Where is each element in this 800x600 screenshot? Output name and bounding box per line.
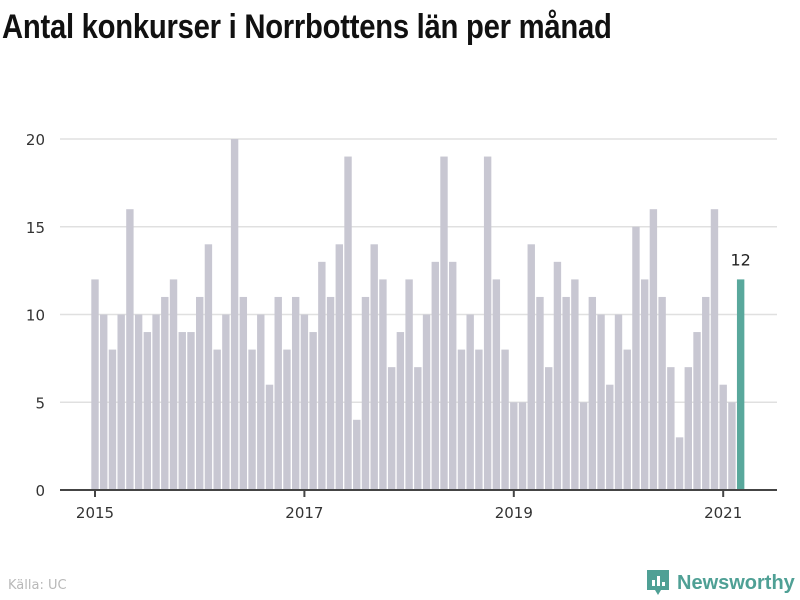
bar: [126, 209, 134, 490]
bar: [161, 296, 169, 490]
bar: [684, 367, 692, 490]
brand-name: Newsworthy: [677, 571, 795, 594]
bar: [588, 296, 597, 490]
bar: [719, 384, 727, 490]
bar: [248, 349, 256, 490]
bar: [571, 279, 579, 490]
bar: [361, 296, 370, 490]
bar: [108, 349, 117, 490]
newsworthy-logo-icon: [647, 570, 669, 595]
bar: [614, 314, 623, 490]
y-tick-label: 20: [26, 131, 45, 149]
bar: [545, 367, 553, 490]
bar: [230, 139, 239, 490]
bar: [100, 314, 108, 490]
bar: [257, 314, 265, 490]
bar: [562, 296, 570, 490]
bar: [204, 244, 213, 490]
bar: [597, 314, 605, 490]
bar: [196, 296, 204, 490]
bar: [344, 156, 352, 491]
bar: [187, 332, 195, 490]
bar: [536, 296, 544, 490]
source-label: Källa: UC: [8, 578, 67, 593]
bar: [440, 156, 448, 491]
bar: [728, 402, 736, 490]
bar: [510, 402, 518, 490]
y-tick-label: 15: [26, 219, 45, 237]
x-tick-label: 2017: [285, 504, 323, 522]
bar: [117, 314, 125, 490]
bar: [501, 349, 509, 490]
bar: [379, 279, 387, 490]
bar: [431, 261, 439, 490]
x-tick-label: 2019: [495, 504, 533, 522]
bar: [300, 314, 309, 490]
bar: [553, 261, 562, 490]
bar: [527, 244, 535, 490]
bar: [309, 332, 317, 490]
bar: [152, 314, 160, 490]
x-tick-label: 2015: [76, 504, 114, 522]
bar: [387, 367, 396, 490]
bar: [396, 332, 405, 490]
bar: [213, 349, 221, 490]
bar: [405, 279, 413, 490]
bar: [632, 226, 640, 490]
bar: [422, 314, 431, 490]
bar: [492, 279, 501, 490]
bar: [222, 314, 230, 490]
highlight-bar: [736, 279, 745, 490]
bar: [318, 261, 326, 490]
y-tick-label: 10: [26, 307, 45, 325]
bar: [134, 314, 143, 490]
bar: [274, 296, 282, 490]
bar: [640, 279, 649, 490]
newsworthy-logo: Newsworthy: [645, 568, 795, 598]
bar: [606, 384, 614, 490]
data-label: 12: [730, 250, 750, 269]
bar: [143, 332, 152, 490]
bar: [710, 209, 719, 490]
bar: [475, 349, 483, 490]
bar: [457, 349, 466, 490]
bar: [178, 332, 186, 490]
y-tick-label: 0: [35, 482, 45, 500]
bar: [291, 296, 300, 490]
bar: [623, 349, 631, 490]
bar: [414, 367, 422, 490]
bar: [370, 244, 378, 490]
bar: [326, 296, 335, 490]
bar: [335, 244, 343, 490]
bar: [466, 314, 474, 490]
y-tick-label: 5: [35, 394, 45, 412]
bar: [702, 296, 710, 490]
bar: [649, 209, 658, 490]
bar: [518, 402, 527, 490]
bar: [449, 261, 457, 490]
bar: [579, 402, 588, 490]
x-tick-label: 2021: [704, 504, 742, 522]
bar: [239, 296, 248, 490]
bar: [675, 437, 684, 490]
bar: [667, 367, 675, 490]
bar: [658, 296, 666, 490]
bar: [483, 156, 492, 491]
bar: [283, 349, 291, 490]
bar: [91, 279, 99, 490]
bar: [265, 384, 274, 490]
bar: [169, 279, 178, 490]
bar: [353, 419, 361, 490]
bar: [693, 332, 701, 490]
chart-title: Antal konkurser i Norrbottens län per må…: [2, 8, 612, 46]
